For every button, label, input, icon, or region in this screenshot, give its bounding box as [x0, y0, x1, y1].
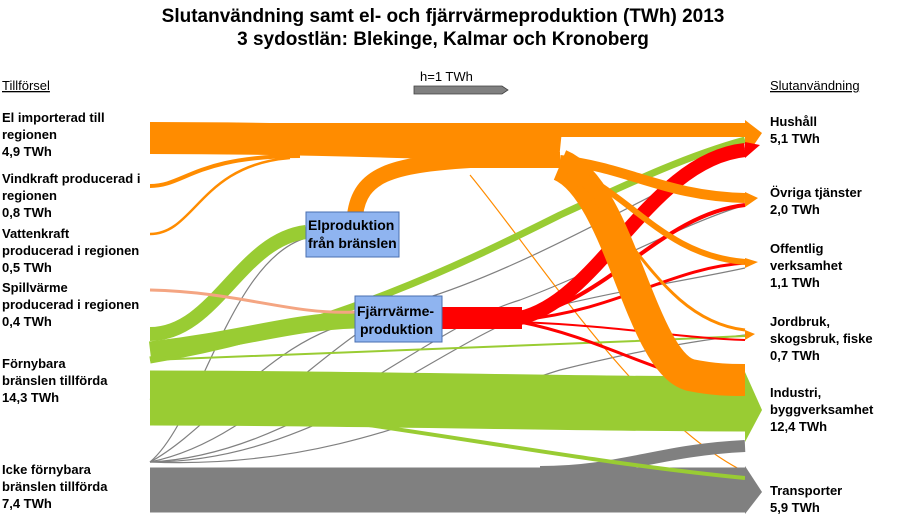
- flow-wind-to-bus: [149, 154, 301, 188]
- target-industry-line2: byggverksamhet: [770, 402, 874, 417]
- target-public-line2: verksamhet: [770, 258, 843, 273]
- process-fjv-box: [354, 295, 443, 343]
- target-agriculture-line1: Jordbruk,: [770, 314, 830, 329]
- scale-arrow: [413, 85, 509, 95]
- process-el-line2: från bränslen: [308, 235, 397, 251]
- source-wind-line2: regionen: [2, 188, 57, 203]
- target-industry-line1: Industri,: [770, 385, 821, 400]
- target-services: Övriga tjänster 2,0 TWh: [770, 185, 862, 217]
- target-industry-value: 12,4 TWh: [770, 419, 827, 434]
- flow-renew-to-el: [149, 225, 308, 341]
- source-waste-heat-value: 0,4 TWh: [2, 314, 52, 329]
- target-public: Offentlig verksamhet 1,1 TWh: [770, 241, 843, 290]
- flow-el-to-services: [559, 155, 746, 203]
- use-header: Slutanvändning: [770, 78, 860, 93]
- scale-indicator: h=1 TWh: [413, 69, 509, 95]
- source-waste-heat-line1: Spillvärme: [2, 280, 68, 295]
- source-hydro-line2: producerad i regionen: [2, 243, 139, 258]
- target-households-line1: Hushåll: [770, 114, 817, 129]
- target-public-line1: Offentlig: [770, 241, 823, 256]
- target-households-value: 5,1 TWh: [770, 131, 820, 146]
- flow-renew-to-fjv: [148, 311, 356, 359]
- source-hydro-line1: Vattenkraft: [2, 226, 70, 241]
- source-renewable-value: 14,3 TWh: [2, 390, 59, 405]
- target-transport-value: 5,9 TWh: [770, 500, 820, 515]
- source-renewable: Förnybara bränslen tillförda 14,3 TWh: [2, 356, 108, 405]
- flow-el-production-out: [347, 152, 560, 217]
- target-industry: Industri, byggverksamhet 12,4 TWh: [770, 385, 874, 434]
- process-el: Elproduktion från bränslen: [305, 211, 400, 258]
- target-households: Hushåll 5,1 TWh: [770, 114, 820, 146]
- flow-hydro-to-bus: [149, 156, 291, 236]
- process-el-line1: Elproduktion: [308, 217, 394, 233]
- flow-el-to-agri: [559, 168, 746, 332]
- flow-el-to-public: [558, 162, 746, 265]
- arrowhead-households-red: [745, 142, 760, 158]
- target-arrowheads: [745, 120, 762, 514]
- flow-waste-heat-to-fjv: [149, 288, 356, 314]
- process-fjv-line1: Fjärrvärme-: [357, 303, 434, 319]
- source-import-line2: regionen: [2, 127, 57, 142]
- arrowhead-agri: [745, 330, 755, 340]
- flow-import-electricity: [149, 122, 562, 166]
- source-hydro: Vattenkraft producerad i regionen 0,5 TW…: [2, 226, 139, 275]
- source-import-line1: El importerad till: [2, 110, 105, 125]
- flow-renew-to-industry: [149, 370, 746, 432]
- target-transport: Transporter 5,9 TWh: [770, 483, 842, 515]
- target-agriculture: Jordbruk, skogsbruk, fiske 0,7 TWh: [770, 314, 873, 363]
- diagram-title-line2: 3 sydostlän: Blekinge, Kalmar och Kronob…: [237, 29, 649, 50]
- arrowhead-services: [745, 192, 758, 207]
- source-import: El importerad till regionen 4,9 TWh: [2, 110, 105, 159]
- target-agriculture-value: 0,7 TWh: [770, 348, 820, 363]
- diagram-title-line1: Slutanvändning samt el- och fjärrvärmepr…: [162, 6, 725, 27]
- source-waste-heat: Spillvärme producerad i regionen 0,4 TWh: [2, 280, 139, 329]
- arrowhead-public: [745, 258, 758, 268]
- scale-label: h=1 TWh: [420, 69, 473, 84]
- source-wind: Vindkraft producerad i regionen 0,8 TWh: [2, 171, 140, 220]
- target-transport-line1: Transporter: [770, 483, 842, 498]
- process-fjv-line2: produktion: [360, 321, 433, 337]
- source-import-value: 4,9 TWh: [2, 144, 52, 159]
- target-agriculture-line2: skogsbruk, fiske: [770, 331, 873, 346]
- source-fossil-line2: bränslen tillförda: [2, 479, 108, 494]
- supply-header: Tillförsel: [2, 78, 50, 93]
- arrowhead-industry: [745, 372, 762, 442]
- process-fjv: Fjärrvärme- produktion: [354, 295, 443, 343]
- source-renewable-line2: bränslen tillförda: [2, 373, 108, 388]
- source-waste-heat-line2: producerad i regionen: [2, 297, 139, 312]
- process-el-box: [305, 211, 400, 258]
- arrowhead-transport: [745, 466, 762, 514]
- source-renewable-line1: Förnybara: [2, 356, 66, 371]
- target-public-value: 1,1 TWh: [770, 275, 820, 290]
- source-fossil-line1: Icke förnybara: [2, 462, 92, 477]
- source-wind-line1: Vindkraft producerad i: [2, 171, 140, 186]
- target-services-value: 2,0 TWh: [770, 202, 820, 217]
- source-wind-value: 0,8 TWh: [2, 205, 52, 220]
- source-fossil: Icke förnybara bränslen tillförda 7,4 TW…: [2, 462, 108, 511]
- source-fossil-value: 7,4 TWh: [2, 496, 52, 511]
- source-hydro-value: 0,5 TWh: [2, 260, 52, 275]
- target-services-line1: Övriga tjänster: [770, 185, 862, 200]
